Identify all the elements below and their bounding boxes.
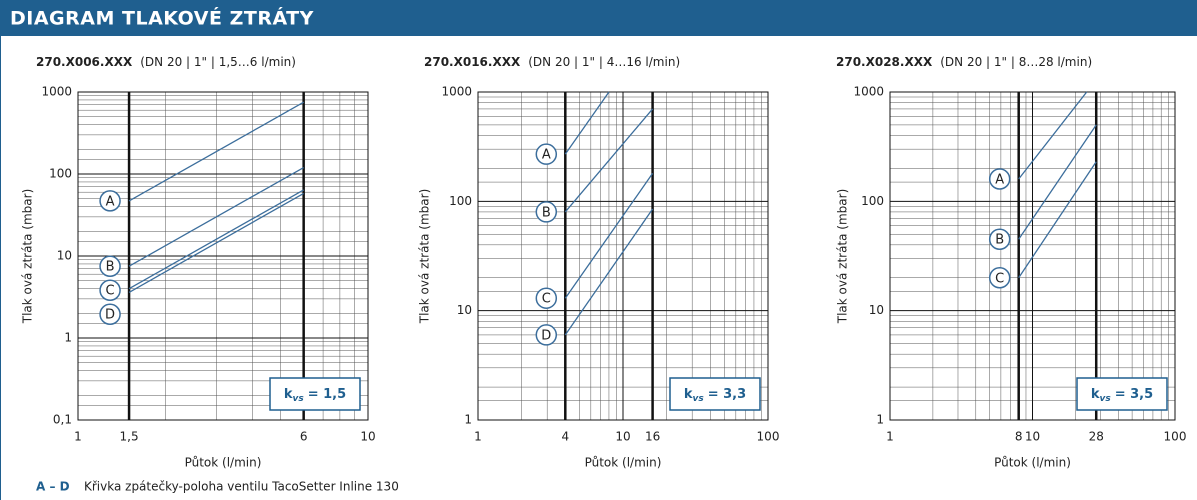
curve [128, 192, 304, 293]
kvs-value: = 3,5 [1115, 387, 1153, 402]
kvs-text: kvs = 1,5 [284, 387, 346, 404]
y-tick-label: 100 [861, 194, 884, 208]
curve [1018, 124, 1097, 240]
y-axis-label: Tlak ová ztráta (mbar) [21, 189, 35, 325]
curve-label: B [106, 260, 115, 275]
header-bar [0, 0, 1197, 36]
curve-label: C [106, 284, 115, 299]
chart-subtitle: (DN 20 | 1" | 8…28 l/min) [940, 55, 1092, 69]
curve [128, 101, 304, 202]
x-tick-label: 1 [474, 430, 482, 444]
kvs-sub: vs [292, 394, 304, 404]
kvs-box [669, 377, 761, 411]
x-tick-label: 4 [561, 430, 569, 444]
plot-frame [889, 91, 1176, 421]
y-tick-label: 10 [457, 303, 472, 317]
curve-marker [535, 143, 558, 165]
kvs-text: kvs = 3,5 [1091, 387, 1153, 404]
x-tick-label: 1 [74, 430, 82, 444]
y-tick-label: 10 [869, 303, 884, 317]
curve-label: A [106, 194, 115, 209]
y-tick-label: 1000 [41, 85, 72, 99]
x-tick-label: 10 [360, 430, 375, 444]
footer-key: A – D [36, 480, 70, 494]
y-tick-label: 1 [876, 413, 884, 427]
curve [564, 208, 654, 336]
x-axis-label: Půtok (l/min) [185, 456, 262, 470]
y-tick-label: 0,1 [53, 413, 72, 427]
kvs-value: = 3,3 [708, 387, 746, 402]
curve-label: A [995, 173, 1004, 188]
kvs-symbol: k [684, 387, 693, 402]
curve-marker [99, 190, 121, 212]
y-axis-label: Tlak ová ztráta (mbar) [836, 189, 850, 325]
curve-label: C [995, 271, 1004, 286]
y-tick-label: 1 [464, 413, 472, 427]
curve [1018, 161, 1097, 279]
curve [564, 91, 610, 155]
y-tick-label: 1 [64, 331, 72, 345]
curve-marker [535, 287, 558, 309]
curve-label: B [542, 205, 551, 220]
chart-title: 270.X016.XXX (DN 20 | 1" | 4…16 l/min) [424, 55, 680, 69]
chart-subtitle: (DN 20 | 1" | 4…16 l/min) [528, 55, 680, 69]
curve [128, 189, 304, 290]
chart-title: 270.X006.XXX (DN 20 | 1" | 1,5…6 l/min) [36, 55, 296, 69]
curve-label: D [541, 328, 551, 343]
curve-marker [99, 255, 121, 277]
chart-code: 270.X028.XXX [836, 55, 933, 69]
curve-label: C [542, 292, 551, 307]
y-tick-label: 1000 [441, 85, 472, 99]
curve-label: B [995, 233, 1004, 248]
curve-marker [99, 279, 121, 301]
plot-frame [77, 91, 369, 421]
curve-label: D [105, 308, 115, 323]
curve-label: A [542, 148, 551, 163]
y-tick-label: 1000 [853, 85, 884, 99]
x-tick-label: 6 [300, 430, 308, 444]
x-tick-label: 28 [1089, 430, 1104, 444]
y-tick-label: 100 [449, 194, 472, 208]
footer-text: Křivka zpátečky-poloha ventilu TacoSette… [84, 480, 399, 494]
curve-marker [535, 201, 558, 223]
kvs-symbol: k [284, 387, 293, 402]
curve [564, 173, 654, 299]
header-title: DIAGRAM TLAKOVÉ ZTRÁTY [10, 7, 314, 30]
chart-code: 270.X016.XXX [424, 55, 521, 69]
x-tick-label: 100 [1164, 430, 1187, 444]
curve-marker [988, 267, 1011, 289]
x-tick-label: 16 [645, 430, 660, 444]
chart-title: 270.X028.XXX (DN 20 | 1" | 8…28 l/min) [836, 55, 1092, 69]
x-axis-label: Půtok (l/min) [585, 456, 662, 470]
chart-subtitle: (DN 20 | 1" | 1,5…6 l/min) [140, 55, 296, 69]
curve-marker [988, 168, 1011, 190]
y-axis-label: Tlak ová ztráta (mbar) [418, 189, 432, 325]
x-tick-label: 10 [615, 430, 630, 444]
curve-marker [99, 303, 121, 325]
y-tick-label: 10 [57, 249, 72, 263]
x-tick-label: 1,5 [120, 430, 139, 444]
y-tick-label: 100 [49, 167, 72, 181]
kvs-symbol: k [1091, 387, 1100, 402]
x-tick-label: 10 [1025, 430, 1040, 444]
curve-marker [988, 228, 1011, 250]
kvs-box [269, 377, 361, 411]
x-tick-label: 100 [757, 430, 780, 444]
curve [1018, 91, 1088, 180]
x-axis-label: Půtok (l/min) [994, 456, 1071, 470]
kvs-sub: vs [1099, 394, 1111, 404]
x-tick-label: 8 [1015, 430, 1023, 444]
chart-code: 270.X006.XXX [36, 55, 133, 69]
x-tick-label: 1 [886, 430, 894, 444]
kvs-value: = 1,5 [308, 387, 346, 402]
kvs-text: kvs = 3,3 [684, 387, 746, 404]
curve [564, 108, 654, 213]
curve [128, 166, 304, 267]
curve-marker [535, 324, 558, 346]
kvs-box [1076, 377, 1168, 411]
kvs-sub: vs [692, 394, 704, 404]
plot-frame [477, 91, 769, 421]
